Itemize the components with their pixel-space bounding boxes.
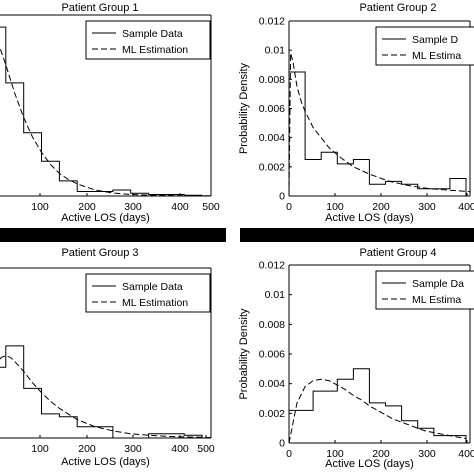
chart-panel-4: Patient Group 4 0 100 200 300 400 0 0.002 0.004 0… — [238, 247, 474, 470]
y-tick-label: 0.008 — [259, 74, 285, 86]
y-tick-label: 0.012 — [259, 16, 285, 28]
ml-estimation-curve — [288, 52, 471, 197]
x-tick-label: 200 — [372, 448, 390, 460]
legend-box — [85, 273, 211, 313]
sample-data-histogram — [0, 345, 211, 439]
x-tick-label: 200 — [372, 201, 390, 213]
sample-data-histogram — [0, 26, 211, 197]
x-tick-label: 200 — [78, 443, 96, 455]
legend: Sample D ML Estima — [375, 26, 474, 66]
y-tick-label: 0.01 — [265, 289, 286, 301]
y-tick-label: 0.006 — [259, 103, 285, 115]
legend-box — [85, 20, 211, 60]
y-tick-label: 0 — [279, 438, 285, 450]
y-tick-label: 0.002 — [259, 161, 285, 173]
y-tick-label: 0.006 — [259, 349, 285, 361]
legend-label: ML Estima — [412, 50, 461, 62]
x-axis-label: Active LOS (days) — [325, 458, 414, 470]
y-axis-label: Probability Density — [238, 62, 250, 154]
x-tick-label: 400 — [458, 201, 474, 213]
x-tick-label: 400 — [458, 448, 474, 460]
x-axis-label: Active LOS (days) — [325, 212, 414, 224]
chart-title: Patient Group 2 — [359, 2, 436, 14]
x-tick-label: 300 — [124, 443, 142, 455]
section-divider-left — [0, 228, 226, 242]
x-tick-label: 100 — [31, 443, 49, 455]
x-tick-label: 0 — [286, 448, 292, 460]
x-tick-label: 100 — [326, 448, 344, 460]
chart-title: Patient Group 4 — [359, 247, 436, 259]
y-tick-label: 0.002 — [259, 408, 285, 420]
x-tick-label: 100 — [31, 201, 49, 213]
x-tick-label: 300 — [124, 201, 142, 213]
y-tick-label: 0.004 — [259, 132, 285, 144]
legend-label: Sample Data — [122, 28, 183, 40]
chart-title: Patient Group 1 — [61, 2, 138, 14]
chart-panel-2: Patient Group 2 0 100 200 300 400 0 0.002 0.004 0… — [238, 2, 474, 224]
y-axis-label: Probability Density — [238, 308, 250, 400]
ml-estimation-curve — [288, 378, 467, 444]
x-tick-label: 300 — [418, 201, 436, 213]
ml-estimation-curve — [0, 355, 212, 439]
y-tick-label: 0.008 — [259, 319, 285, 331]
x-tick-label: 300 — [418, 448, 436, 460]
legend-label: Sample Data — [122, 281, 183, 293]
legend: Sample Da ML Estima — [375, 270, 474, 310]
x-tick-label: 0 — [286, 201, 292, 213]
legend-label: ML Estimation — [122, 44, 188, 56]
legend-label: ML Estimation — [122, 297, 188, 309]
x-tick-label: 400 — [171, 443, 189, 455]
x-axis-label: Active LOS (days) — [61, 456, 150, 468]
x-tick-label: 100 — [326, 201, 344, 213]
x-tick-label: 500 — [197, 443, 215, 455]
chart-panel-1: Patient Group 1 100 200 300 400 500 Active LOS… — [0, 2, 220, 224]
section-divider-right — [240, 228, 474, 242]
legend: Sample Data ML Estimation — [85, 273, 211, 313]
x-tick-label: 200 — [78, 201, 96, 213]
legend: Sample Data ML Estimation — [85, 20, 211, 60]
x-tick-label: 400 — [171, 201, 189, 213]
x-axis-label: Active LOS (days) — [61, 212, 150, 224]
y-tick-label: 0.01 — [265, 45, 286, 57]
chart-panel-3: Patient Group 3 100 200 300 400 500 Active LOS… — [0, 247, 215, 468]
ml-estimation-curve — [0, 46, 212, 197]
y-tick-label: 0.012 — [259, 260, 285, 272]
legend-box — [375, 270, 474, 310]
y-tick-label: 0.004 — [259, 378, 285, 390]
legend-label: Sample D — [412, 34, 459, 46]
legend-label: Sample Da — [412, 278, 464, 290]
sample-data-histogram — [288, 368, 467, 443]
x-tick-label: 500 — [202, 201, 220, 213]
legend-label: ML Estima — [412, 294, 461, 306]
y-tick-label: 0 — [279, 191, 285, 203]
legend-box — [375, 26, 474, 66]
chart-title: Patient Group 3 — [61, 247, 138, 259]
